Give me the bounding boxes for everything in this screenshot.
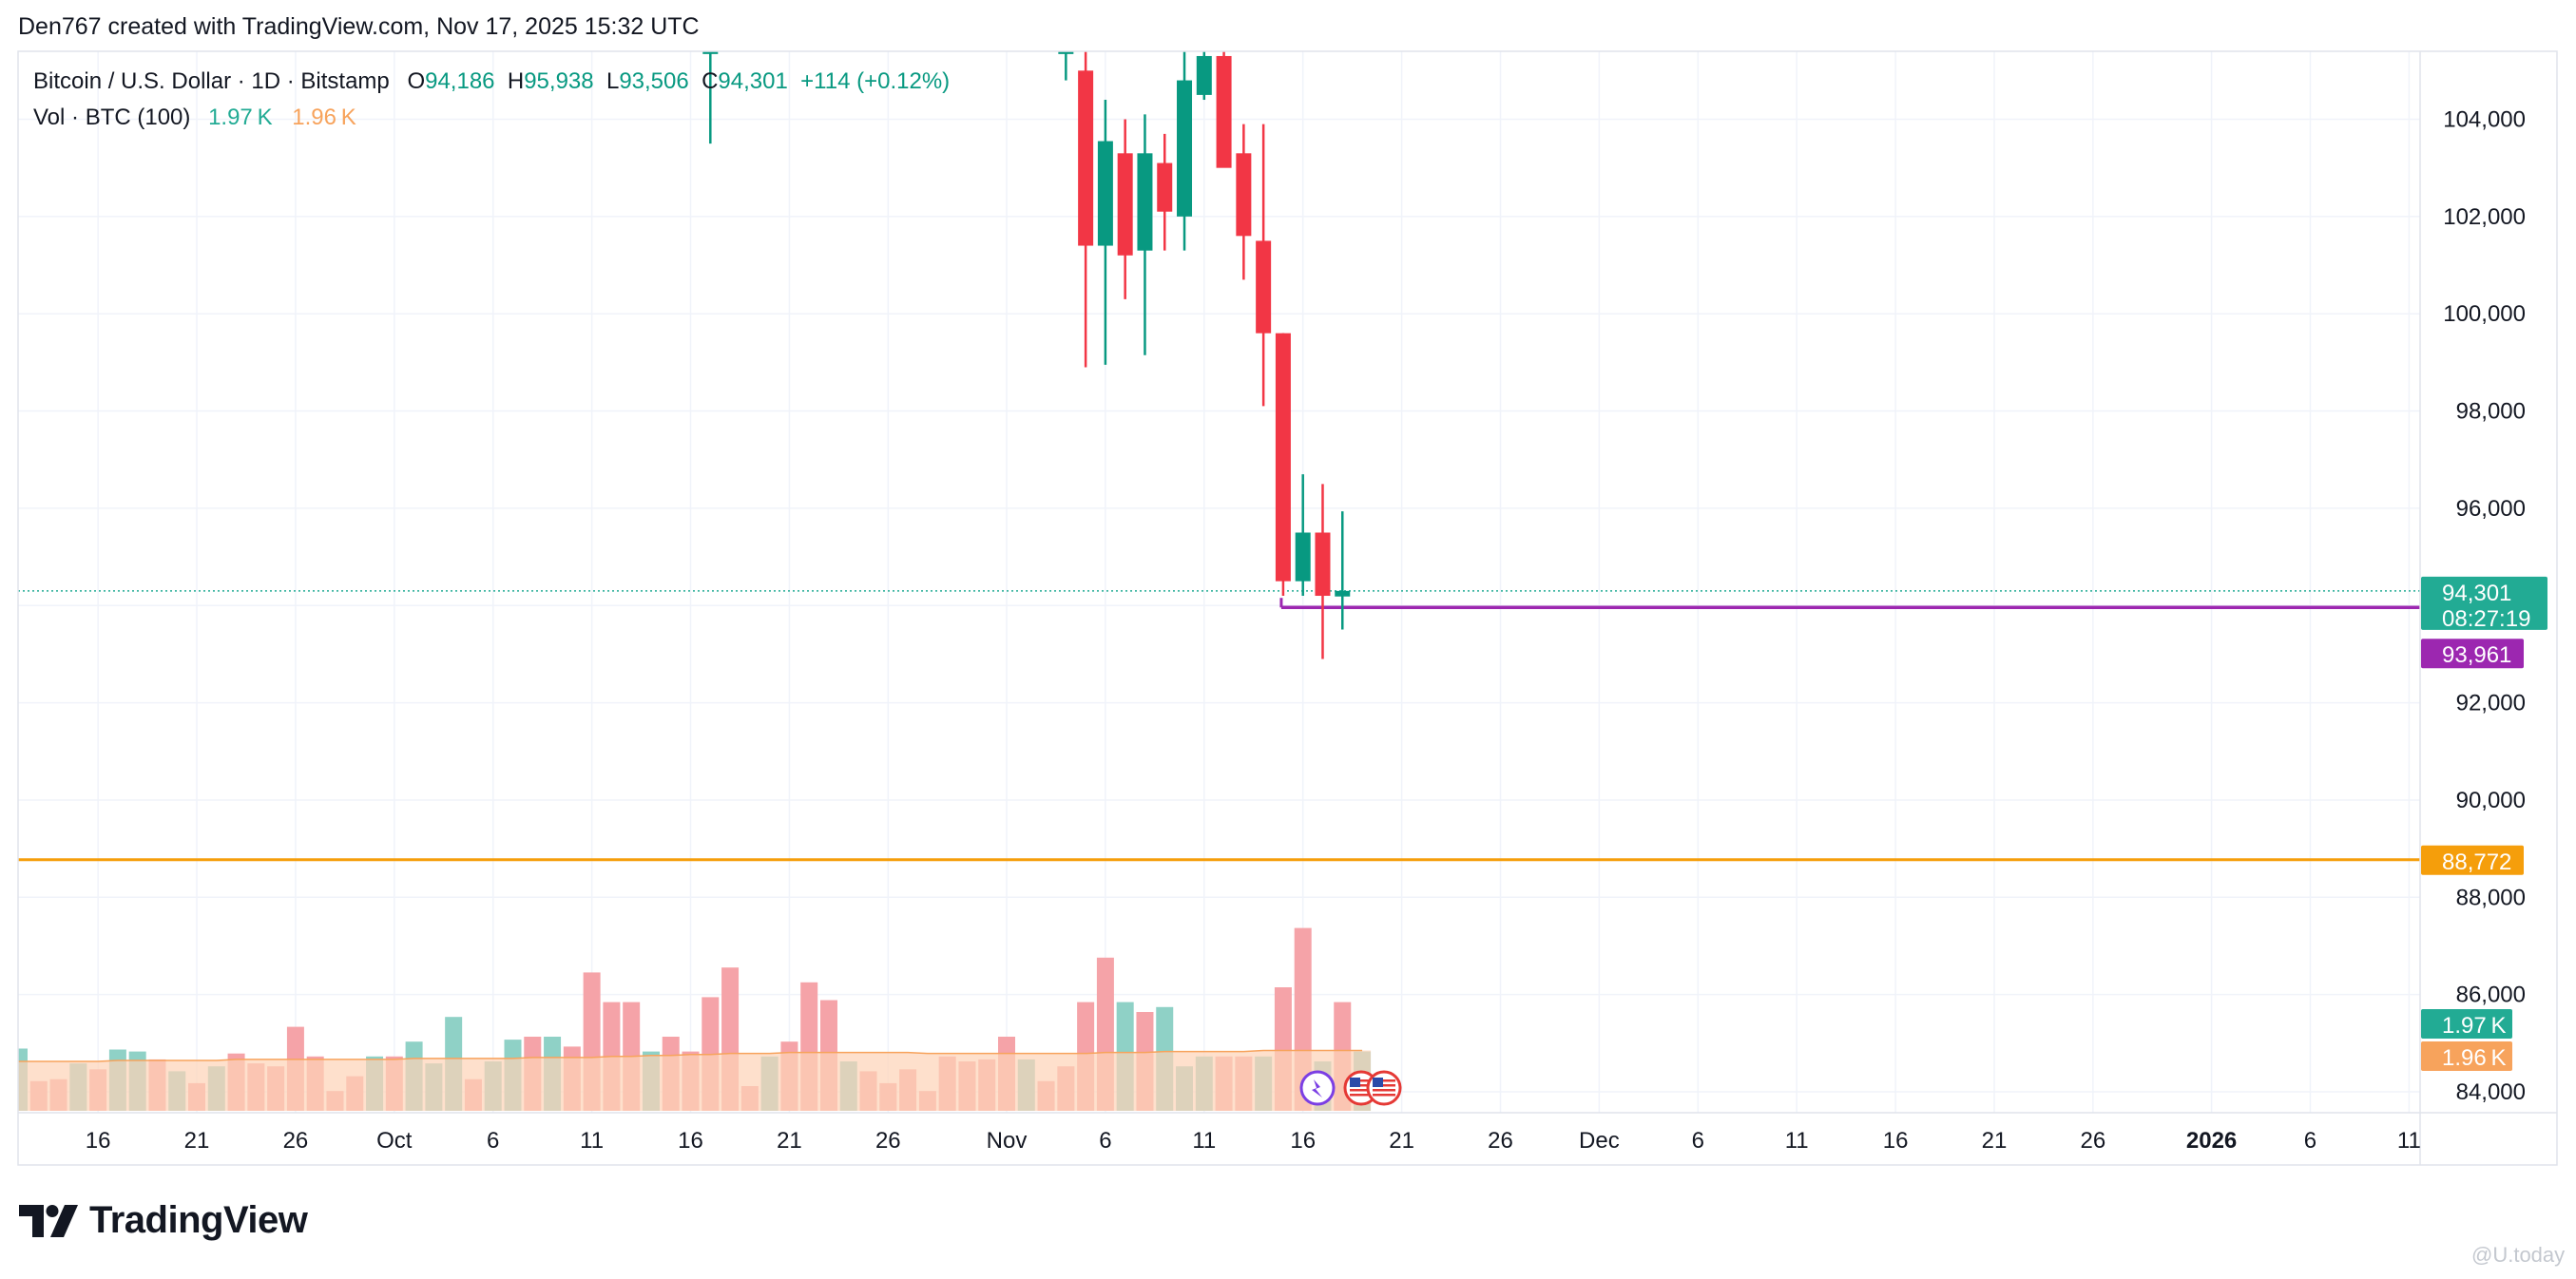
candle-body[interactable] xyxy=(1236,153,1252,237)
time-tick-label: Oct xyxy=(376,1128,413,1154)
legend-close-label: C xyxy=(702,68,719,94)
price-tick-label: 88,000 xyxy=(2456,885,2526,910)
current-price-label xyxy=(2421,576,2547,630)
time-tick-label: 26 xyxy=(875,1128,901,1154)
legend-close: 94,301 xyxy=(718,68,788,94)
level-price-label xyxy=(2421,845,2524,875)
time-tick-label: 11 xyxy=(1785,1128,1809,1154)
time-tick-label: 6 xyxy=(1099,1128,1111,1154)
ai-sparkle-icon[interactable] xyxy=(1299,1070,1336,1106)
candle-body[interactable] xyxy=(1137,153,1153,251)
current-price-label-text: 94,301 xyxy=(2442,581,2511,606)
legend-open-label: O xyxy=(407,68,426,94)
time-tick-label: 6 xyxy=(2304,1128,2316,1154)
legend-high: 95,938 xyxy=(524,68,594,94)
price-tick-label: 92,000 xyxy=(2456,691,2526,716)
volume-ma-area xyxy=(18,1050,1372,1111)
chart-credit: Den767 created with TradingView.com, Nov… xyxy=(18,13,700,40)
volume-ma-area xyxy=(18,1049,1372,1111)
candle-body[interactable] xyxy=(1196,55,1212,95)
event-icons xyxy=(1299,1070,1402,1106)
legend-volume-ma-value: 1.96 K xyxy=(292,105,356,130)
time-tick-label: 26 xyxy=(1488,1128,1513,1154)
candle-body[interactable] xyxy=(1058,51,1074,54)
price-tick-label: 86,000 xyxy=(2456,983,2526,1008)
legend-low-label: L xyxy=(606,68,620,94)
legend-change: +114 (+0.12%) xyxy=(800,68,951,94)
time-tick-label: 2026 xyxy=(2186,1128,2237,1154)
candle-body[interactable] xyxy=(1275,333,1291,582)
time-tick-label: 26 xyxy=(2081,1128,2106,1154)
candle-body[interactable] xyxy=(1335,590,1351,597)
time-tick-label: 21 xyxy=(184,1128,210,1154)
support-price-label xyxy=(2421,639,2524,669)
candle-body[interactable] xyxy=(1295,532,1311,582)
volume-ma-line xyxy=(18,1049,1363,1062)
candle-body[interactable] xyxy=(1315,532,1331,597)
volume-axis-label-text: 1.97 K xyxy=(2442,1013,2507,1039)
time-tick-label: 11 xyxy=(1192,1128,1216,1154)
candle-body[interactable] xyxy=(1256,240,1272,334)
watermark: @U.today xyxy=(2471,1243,2566,1267)
price-tick-label: 84,000 xyxy=(2456,1079,2526,1105)
level-lines xyxy=(18,590,2420,862)
legend-volume-row: Vol · BTC (100) 1.97 K 1.96 K xyxy=(33,100,950,136)
time-tick-label: 16 xyxy=(1883,1128,1909,1154)
time-tick-label: 11 xyxy=(580,1128,604,1154)
volume-ma-axis-label xyxy=(2421,1041,2512,1071)
footer: TradingView xyxy=(19,1199,308,1242)
time-tick-label: 11 xyxy=(2397,1128,2421,1154)
price-tick-label: 98,000 xyxy=(2456,399,2526,425)
price-tick-label: 96,000 xyxy=(2456,496,2526,522)
time-tick-label: 6 xyxy=(487,1128,499,1154)
us-flag-icon[interactable] xyxy=(1366,1070,1402,1106)
horizontal-gridlines xyxy=(18,118,2420,1093)
time-tick-label: 21 xyxy=(1982,1128,2008,1154)
price-tick-label: 100,000 xyxy=(2443,301,2526,327)
legend-volume-label[interactable]: Vol · BTC (100) xyxy=(33,105,191,130)
chart-frame xyxy=(17,50,2558,1166)
tradingview-logo-icon[interactable] xyxy=(19,1204,80,1237)
legend-symbol[interactable]: Bitcoin / U.S. Dollar · 1D · Bitstamp xyxy=(33,68,390,94)
time-tick-label: Dec xyxy=(1579,1128,1620,1154)
candle-body[interactable] xyxy=(1177,80,1193,217)
time-tick-label: 16 xyxy=(1290,1128,1316,1154)
time-tick-label: 21 xyxy=(1389,1128,1414,1154)
candle-body[interactable] xyxy=(1117,153,1133,256)
candle-body[interactable] xyxy=(702,51,719,54)
candle-body[interactable] xyxy=(1078,70,1094,246)
candle-body[interactable] xyxy=(1157,162,1173,212)
price-tick-label: 90,000 xyxy=(2456,788,2526,813)
price-axis[interactable]: 104,000102,000100,00098,00096,00094,0009… xyxy=(2443,107,2526,1106)
candle-body[interactable] xyxy=(1216,55,1232,168)
time-tick-label: 6 xyxy=(1692,1128,1704,1154)
legend-price-row: Bitcoin / U.S. Dollar · 1D · Bitstamp O9… xyxy=(33,64,950,100)
time-tick-label: 21 xyxy=(777,1128,802,1154)
time-tick-label: 26 xyxy=(283,1128,309,1154)
tradingview-wordmark[interactable]: TradingView xyxy=(89,1199,308,1241)
candlesticks xyxy=(702,51,1351,659)
price-tick-label: 104,000 xyxy=(2443,107,2526,133)
candle-body[interactable] xyxy=(1097,141,1113,246)
legend-volume-value: 1.97 K xyxy=(208,105,273,130)
time-tick-label: 16 xyxy=(678,1128,703,1154)
support-price-label-text: 93,961 xyxy=(2442,642,2511,668)
volume-ma-axis-label-text: 1.96 K xyxy=(2442,1045,2507,1071)
current-price-label-text: 08:27:19 xyxy=(2442,606,2530,632)
time-tick-label: Nov xyxy=(987,1128,1028,1154)
vertical-gridlines xyxy=(97,51,2411,1113)
legend-high-label: H xyxy=(507,68,525,94)
level-price-label-text: 88,772 xyxy=(2442,849,2511,875)
time-axis[interactable]: 16 21 26 Oct 6 11 16 21 26 Nov 6 11 16 21 26 Dec 6 11 16 21… xyxy=(86,1128,2421,1154)
volume-axis-label xyxy=(2421,1009,2512,1039)
time-tick-label: 16 xyxy=(86,1128,111,1154)
legend-open: 94,186 xyxy=(425,68,495,94)
chart-legend: Bitcoin / U.S. Dollar · 1D · Bitstamp O9… xyxy=(33,64,950,136)
price-tick-label: 102,000 xyxy=(2443,204,2526,230)
legend-low: 93,506 xyxy=(619,68,689,94)
